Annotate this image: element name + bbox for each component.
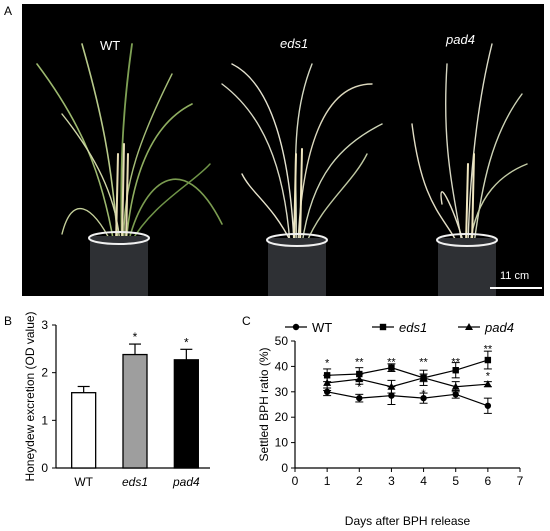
photo-label-pad4: pad4 — [445, 32, 475, 47]
scale-bar-label: 11 cm — [500, 270, 529, 282]
bar-significance-pad4: * — [184, 335, 189, 349]
bar-category-label-WT: WT — [74, 475, 93, 489]
series-point-eds1 — [388, 364, 395, 371]
bar-y-tick-label: 0 — [41, 461, 48, 475]
wt-plant — [36, 43, 223, 245]
series-point-pad4 — [483, 380, 492, 388]
series-line-eds1 — [327, 359, 489, 379]
legend-label-pad4: pad4 — [484, 320, 514, 335]
series-point-WT — [484, 402, 492, 409]
series-point-WT — [356, 394, 363, 402]
line-x-tick-label: 1 — [324, 474, 331, 488]
series-point-WT — [388, 392, 395, 399]
series-point-pad4 — [387, 382, 396, 390]
photo-label-wt: WT — [100, 38, 120, 53]
photo-label-eds1: eds1 — [280, 36, 308, 51]
line-x-tick-label: 4 — [420, 474, 427, 488]
line-x-tick-label: 3 — [388, 474, 395, 488]
significance-mark: * — [486, 370, 491, 382]
panel-c-letter: C — [242, 314, 251, 328]
plant-photo-drawing: WT eds1 pad4 11 cm — [36, 32, 542, 296]
bar-y-tick-label: 1 — [41, 413, 48, 427]
pad4-plant — [411, 43, 528, 245]
settled-ratio-line-chart: 0 10 20 30 40 50 0 1 2 3 4 5 6 7 Days after BPH releas… — [257, 320, 524, 528]
legend-marker-eds1 — [379, 323, 387, 331]
line-y-tick-label: 20 — [275, 410, 289, 424]
significance-mark: ** — [484, 344, 493, 356]
line-y-tick-label: 40 — [275, 359, 289, 373]
eds1-plant — [221, 63, 383, 245]
series-point-pad4 — [355, 375, 364, 383]
significance-mark: * — [325, 358, 330, 370]
series-point-WT — [452, 391, 459, 398]
bar-category-label-eds1: eds1 — [122, 475, 148, 489]
significance-mark: ** — [451, 356, 460, 368]
significance-mark: * — [421, 388, 426, 400]
line-x-tick-label: 0 — [292, 474, 299, 488]
plant-pots — [88, 231, 498, 296]
bar-y-tick-label: 2 — [41, 366, 48, 380]
line-x-tick-label: 5 — [452, 474, 459, 488]
panel-b-letter: B — [4, 314, 13, 328]
series-point-eds1 — [452, 367, 459, 374]
honeydew-bar-chart: 0 1 2 3 Honeydew excretion (OD value) WT * eds1… — [23, 311, 210, 489]
plant-photo: WT eds1 pad4 11 cm — [22, 4, 544, 296]
line-y-axis-label: Settled BPH ratio (%) — [257, 347, 271, 461]
legend-label-eds1: eds1 — [399, 320, 427, 335]
line-y-tick-label: 0 — [281, 461, 288, 475]
line-y-tick-label: 10 — [275, 436, 289, 450]
series-point-eds1 — [484, 356, 492, 364]
significance-mark: ** — [387, 356, 396, 368]
significance-mark: ** — [419, 356, 428, 368]
bar-significance-eds1: * — [133, 330, 138, 344]
series-point-pad4 — [323, 378, 332, 386]
significance-mark: ** — [355, 356, 364, 368]
series-line-pad4 — [327, 377, 488, 388]
line-y-tick-label: 30 — [275, 385, 289, 399]
line-x-tick-label: 7 — [517, 474, 524, 488]
series-line-WT — [327, 391, 489, 407]
legend-marker-pad4 — [465, 323, 473, 330]
bar-eds1 — [122, 353, 148, 469]
bar-pad4 — [173, 359, 199, 469]
panel-a-letter: A — [4, 4, 13, 18]
line-x-tick-label: 2 — [356, 474, 363, 488]
bar-category-label-pad4: pad4 — [172, 475, 200, 489]
series-point-pad4 — [419, 373, 428, 381]
bar-y-axis-label: Honeydew excretion (OD value) — [23, 311, 37, 481]
significance-mark: * — [357, 382, 362, 394]
line-x-axis-label: Days after BPH release — [345, 514, 471, 528]
line-x-tick-label: 6 — [485, 474, 492, 488]
legend-label-WT: WT — [312, 320, 332, 335]
line-y-tick-label: 50 — [275, 334, 289, 348]
bar-y-tick-label: 3 — [41, 318, 48, 332]
legend-marker-WT — [292, 323, 300, 331]
bar-WT — [71, 392, 97, 469]
significance-mark: * — [325, 380, 330, 392]
series-point-pad4 — [451, 382, 460, 390]
series-point-WT — [420, 394, 427, 402]
